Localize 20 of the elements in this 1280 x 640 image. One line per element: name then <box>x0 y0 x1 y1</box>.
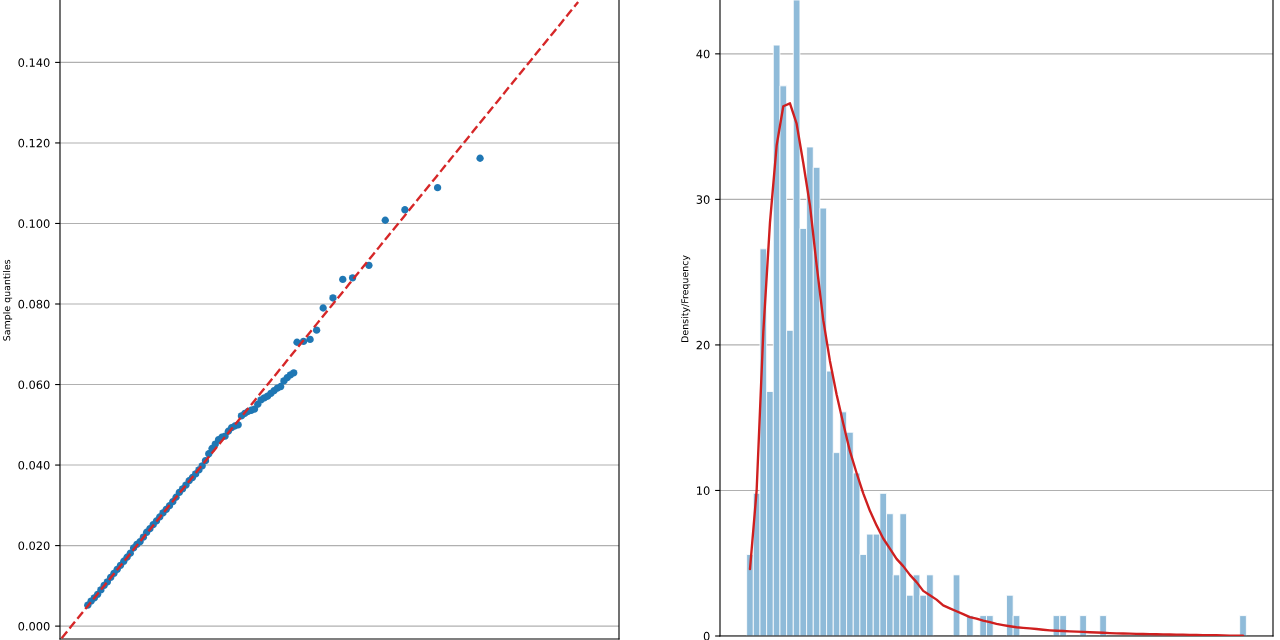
bar <box>966 615 974 636</box>
y-tick-label: 0.100 <box>18 219 50 228</box>
line-series <box>748 102 1245 636</box>
y-tick-label: 10 <box>697 486 710 495</box>
y-tick-label: 0.060 <box>18 380 50 390</box>
y-axis-title: Sample quantiles <box>2 259 13 341</box>
y-tick-label: 0.020 <box>18 541 50 551</box>
y-tick-label: 0.040 <box>18 460 50 470</box>
y-tick-label: 0.140 <box>18 58 50 67</box>
y-tick-label: 0.000 <box>18 621 50 631</box>
y-tick-label: 0.120 <box>18 138 50 148</box>
bar <box>1239 615 1247 636</box>
y-tick-label: 0.080 <box>18 299 50 309</box>
y-tick-label: 20 <box>696 340 710 350</box>
y-tick-label: 30 <box>696 195 710 204</box>
y-tick-label: 40 <box>696 49 710 59</box>
y-axis-title: Density/Frequency <box>681 255 691 342</box>
y-tick-label: 0 <box>703 631 710 640</box>
bar <box>952 574 961 636</box>
bar <box>1079 615 1087 636</box>
